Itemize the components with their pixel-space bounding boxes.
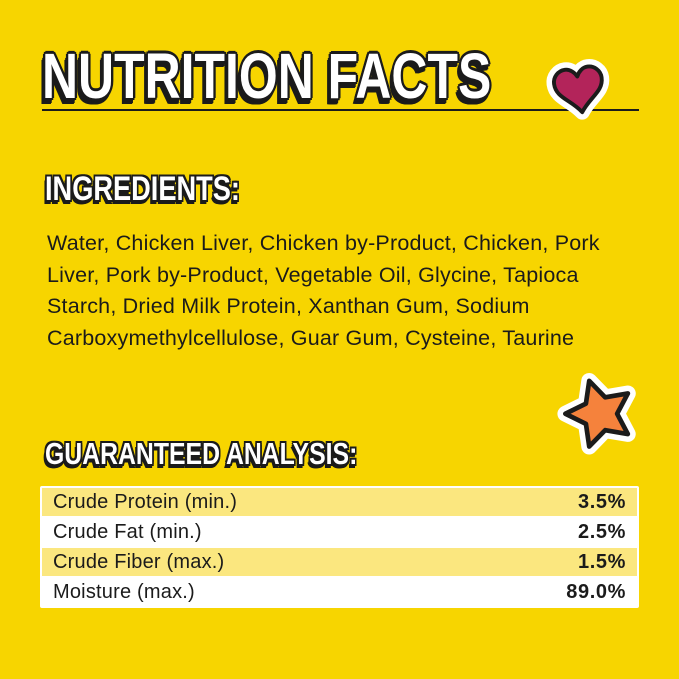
guaranteed-analysis-heading: GUARANTEED ANALYSIS:: [45, 436, 358, 471]
row-value: 89.0%: [566, 580, 626, 603]
row-label: Crude Fiber (max.): [53, 550, 225, 573]
page-title: NUTRITION FACTS: [42, 40, 492, 112]
row-value: 2.5%: [578, 520, 626, 543]
ingredients-text: Water, Chicken Liver, Chicken by-Product…: [47, 231, 600, 350]
table-row: Moisture (max.) 89.0%: [42, 578, 637, 606]
heart-icon: [540, 51, 619, 126]
title-underline: [42, 109, 639, 111]
row-label: Crude Fat (min.): [53, 520, 202, 543]
table-row: Crude Fat (min.) 2.5%: [42, 518, 637, 546]
star-icon: [545, 359, 652, 464]
row-label: Crude Protein (min.): [53, 490, 238, 513]
analysis-table: Crude Protein (min.) 3.5% Crude Fat (min.)…: [40, 486, 639, 608]
row-value: 3.5%: [578, 490, 626, 513]
row-label: Moisture (max.): [53, 580, 195, 603]
table-row: Crude Fiber (max.) 1.5%: [42, 548, 637, 576]
table-row: Crude Protein (min.) 3.5%: [42, 488, 637, 516]
row-value: 1.5%: [578, 550, 626, 573]
ingredients-heading: INGREDIENTS:: [45, 170, 240, 208]
